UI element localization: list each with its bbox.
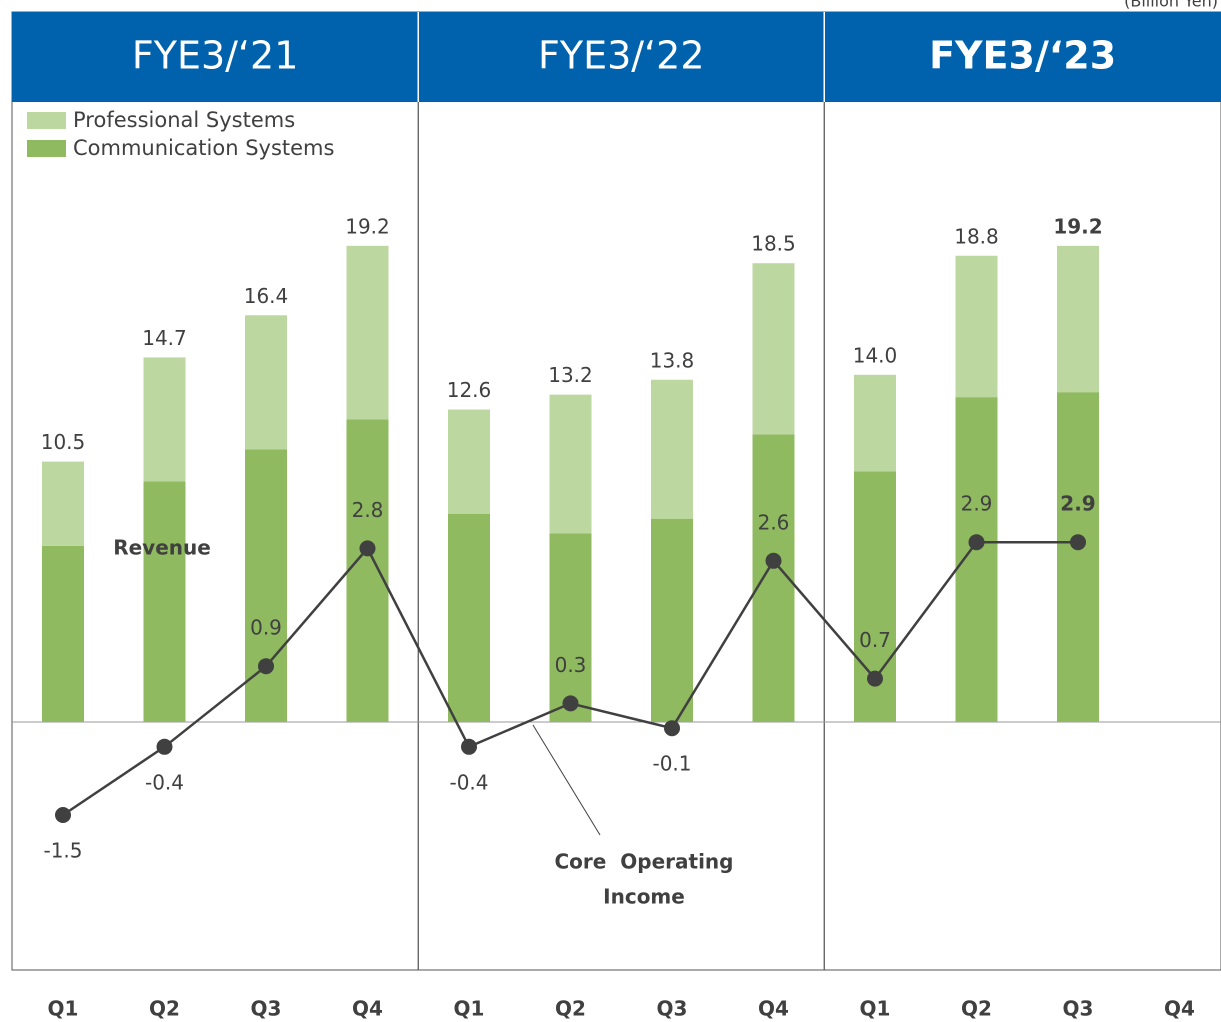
period-label: FYE3/‘23 [929,34,1116,78]
income-label: 2.9 [961,492,993,516]
x-tick-label: Q2 [555,997,586,1021]
total-label: 14.0 [853,343,898,367]
bar-segment [448,409,490,514]
bar-segment [245,315,287,450]
income-point [1070,534,1086,551]
bar-segment [955,255,998,398]
legend-swatch [27,112,66,129]
x-tick-label: Q1 [48,997,79,1021]
bar-segment [1057,245,1099,393]
total-label: 10.5 [41,430,86,454]
total-label: 14.7 [142,326,187,350]
bar-annotation: Revenue [113,536,211,560]
bar-segment [854,374,896,472]
bar-segment [42,461,84,546]
total-label: 19.2 [1053,214,1102,238]
line-annotation: Income [603,885,685,909]
income-label: 2.6 [758,510,790,534]
legend-label: Professional Systems [73,108,295,132]
bar-segment [42,545,84,722]
leader-line [532,724,601,836]
x-tick-label: Q3 [251,997,282,1021]
income-label: -0.1 [652,752,691,776]
bar-segment [549,394,592,534]
bar-segment [752,263,795,435]
bar-segment [549,533,592,722]
total-label: 13.8 [650,348,695,372]
x-tick-label: Q2 [961,997,992,1021]
period-label: FYE3/‘22 [538,34,705,78]
bar-segment [143,481,186,722]
bar-segment [143,357,186,482]
bar-segment [651,518,693,722]
income-point [461,738,477,755]
x-tick-label: Q3 [657,997,688,1021]
x-tick-label: Q1 [454,997,485,1021]
income-label: 2.8 [352,498,384,522]
income-label: -0.4 [145,770,184,794]
income-point [867,670,883,687]
income-point [765,552,782,569]
bar-segment [955,397,998,722]
unit-note: (Billion Yen) [1124,0,1218,11]
income-point [359,540,376,557]
period-label: FYE3/‘21 [132,34,299,78]
income-label: -1.5 [43,839,82,863]
income-point [55,807,71,823]
x-tick-label: Q4 [1164,997,1195,1021]
total-label: 16.4 [244,284,289,308]
income-point [562,695,579,712]
bar-segment [245,449,287,722]
bar-segment [1057,392,1099,722]
period-header [12,12,419,102]
x-tick-label: Q1 [860,997,891,1021]
bar-segment [346,419,389,722]
bar-segment [651,379,693,519]
x-tick-label: Q2 [149,997,180,1021]
total-label: 18.5 [751,232,796,256]
income-label: 0.9 [250,616,282,640]
income-point [258,658,274,675]
bar-segment [346,245,389,420]
bar-segment [448,513,490,722]
x-tick-label: Q4 [758,997,789,1021]
x-tick-label: Q4 [352,997,383,1021]
income-point [664,720,680,737]
line-annotation: Core Operating [555,850,734,874]
total-label: 19.2 [345,214,390,238]
income-point [156,738,173,755]
legend-label: Communication Systems [73,136,334,160]
income-label: -0.4 [449,770,488,794]
legend-swatch [27,140,66,157]
total-label: 13.2 [548,363,593,387]
period-header [824,12,1221,102]
period-header [418,12,825,102]
income-label: 2.9 [1060,492,1095,516]
total-label: 18.8 [954,224,999,248]
income-label: 0.7 [859,628,891,652]
x-tick-label: Q3 [1063,997,1094,1021]
income-label: 0.3 [555,653,587,677]
total-label: 12.6 [447,378,492,402]
income-point [968,534,985,551]
